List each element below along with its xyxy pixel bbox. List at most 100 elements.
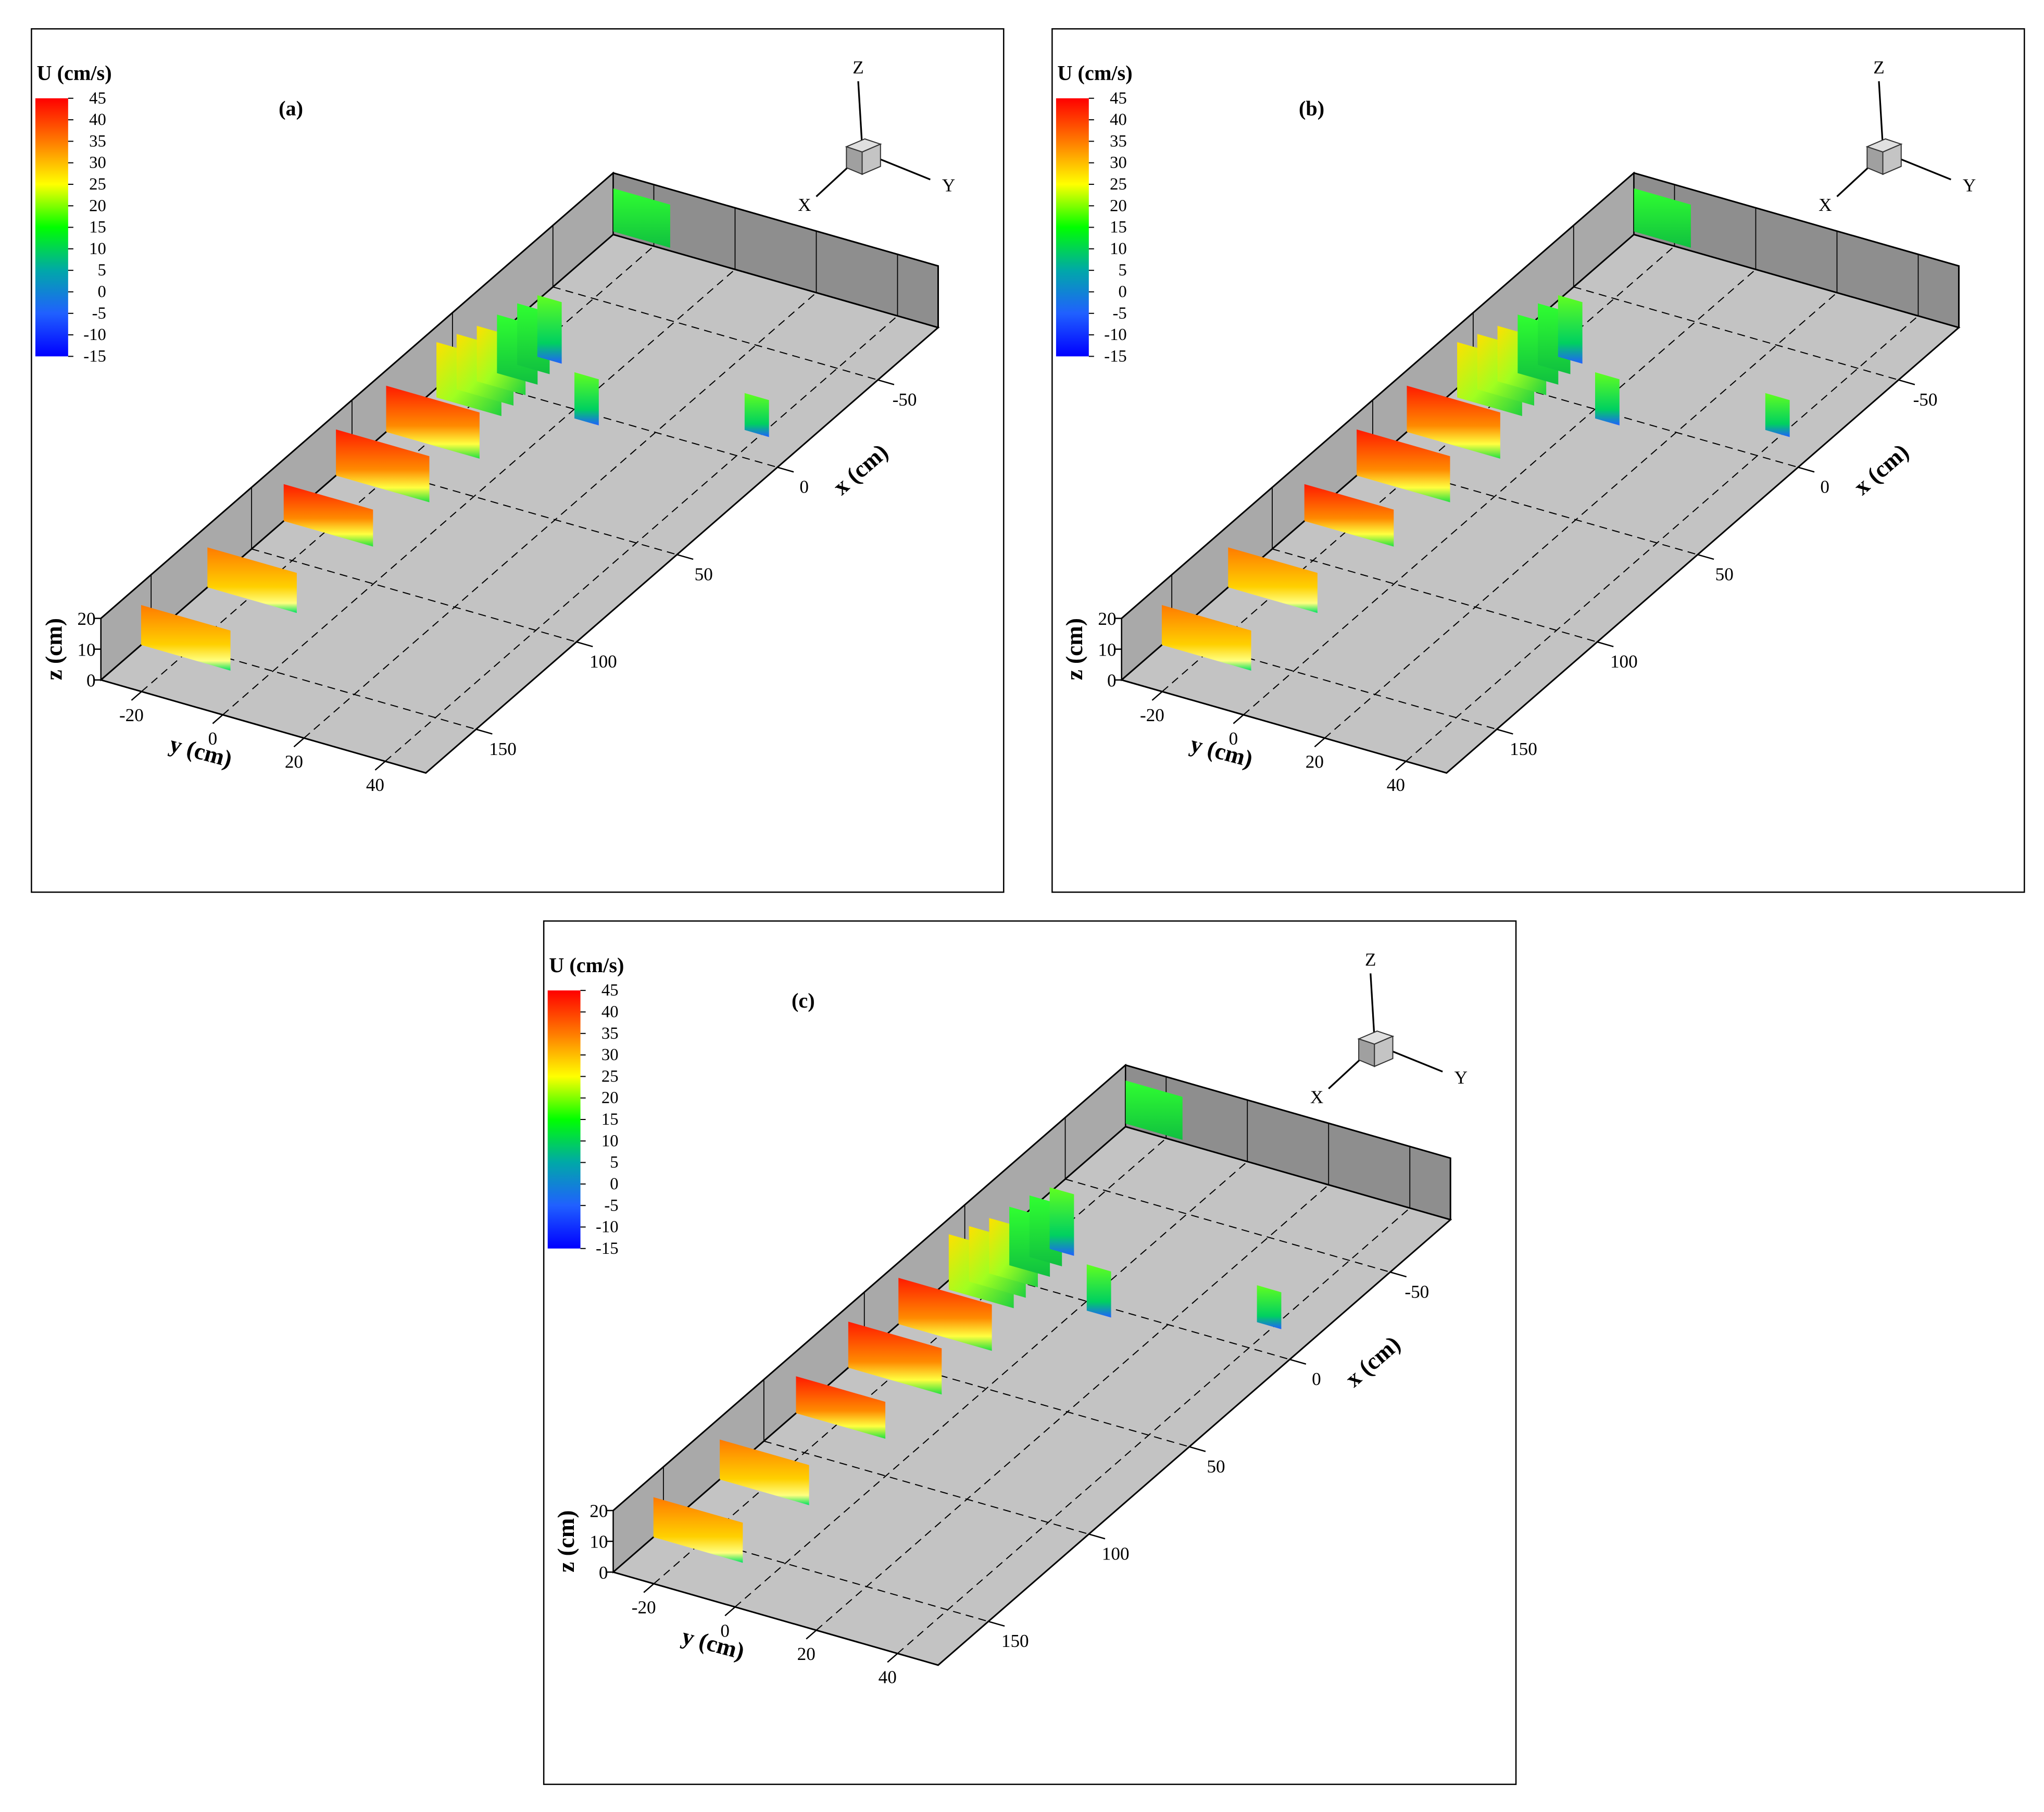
grid-line <box>553 286 879 381</box>
x-tick-label: 100 <box>1610 651 1638 672</box>
y-tick <box>887 1653 898 1663</box>
colorbar-tick-label: 25 <box>1110 175 1127 194</box>
triad-label: X <box>1819 195 1832 215</box>
grid-line <box>653 1138 1167 1584</box>
velocity-slice <box>744 393 769 437</box>
y-tick-label: -20 <box>632 1597 656 1618</box>
triad-cube <box>1882 143 1902 175</box>
y-tick-label: 40 <box>366 775 384 795</box>
colorbar-tick-label: 40 <box>1110 110 1127 129</box>
colorbar-tick-label: 10 <box>89 240 106 258</box>
velocity-slice <box>1357 429 1450 502</box>
velocity-slice <box>283 484 373 547</box>
x-tick <box>1088 1533 1106 1540</box>
x-tick <box>1697 553 1714 560</box>
z-axis-label: z (cm) <box>1061 618 1087 680</box>
velocity-slice <box>207 547 297 613</box>
x-tick <box>988 1620 1005 1627</box>
z-tick-label: 20 <box>77 609 95 629</box>
x-tick-label: -50 <box>893 389 917 410</box>
y-tick <box>212 714 223 724</box>
x-tick-label: 150 <box>1001 1631 1029 1651</box>
grid-line <box>304 292 817 739</box>
velocity-slice <box>613 188 670 248</box>
y-tick-label: 0 <box>1229 728 1238 749</box>
triad-label: Y <box>1454 1067 1468 1088</box>
colorbar-tick-label: -10 <box>83 325 106 344</box>
colorbar-tick-label: 35 <box>89 132 106 150</box>
colorbar-tick-label: 30 <box>601 1046 619 1064</box>
y-tick <box>1151 691 1163 701</box>
triad-axis <box>1328 1055 1365 1090</box>
z-tick-label: 0 <box>1107 670 1117 690</box>
velocity-slice <box>141 605 231 671</box>
colorbar-tick-label: 0 <box>610 1175 618 1193</box>
x-tick <box>1289 1358 1307 1365</box>
velocity-slice <box>1634 188 1691 248</box>
colorbar-tick-label: 40 <box>601 1003 619 1022</box>
y-tick-label: -20 <box>119 705 144 725</box>
velocity-slice <box>796 1376 886 1439</box>
x-tick-label: 0 <box>1820 477 1829 497</box>
y-tick-label: 20 <box>285 752 303 772</box>
x-tick <box>777 467 794 473</box>
z-tick-label: 20 <box>590 1501 608 1521</box>
colorbar-tick-label: 15 <box>89 218 106 237</box>
colorbar-tick-label: 35 <box>601 1024 619 1043</box>
grid-line <box>141 245 655 692</box>
z-tick-label: 0 <box>86 670 96 690</box>
z-tick-label: 0 <box>599 1563 608 1583</box>
colorbar-title: U (cm/s) <box>36 61 111 85</box>
triad-label: X <box>1310 1087 1323 1108</box>
velocity-slice <box>336 429 430 502</box>
velocity-slice <box>1049 1187 1074 1256</box>
z-axis-label: z (cm) <box>41 618 67 680</box>
velocity-slice <box>1407 385 1500 459</box>
colorbar-tick-label: 20 <box>601 1089 619 1108</box>
colorbar-title: U (cm/s) <box>549 953 624 977</box>
colorbar <box>35 98 68 357</box>
colorbar-tick-label: 0 <box>97 283 106 301</box>
x-tick-label: -50 <box>1913 389 1938 410</box>
triad-axis <box>1878 81 1884 147</box>
x-tick-label: 0 <box>1312 1369 1321 1389</box>
colorbar-tick-label: 10 <box>601 1131 619 1150</box>
triad-cube <box>1374 1035 1394 1067</box>
y-tick <box>1233 714 1244 724</box>
z-axis-label: z (cm) <box>553 1510 579 1572</box>
colorbar-tick-label: 15 <box>1110 218 1127 237</box>
velocity-slice <box>537 295 562 364</box>
grid-line <box>897 1207 1410 1654</box>
box-edge <box>612 1064 1451 1512</box>
box-edge <box>1121 172 1960 619</box>
x-tick <box>1189 1446 1206 1452</box>
x-tick-label: -50 <box>1405 1281 1429 1302</box>
grid-line <box>734 1161 1248 1608</box>
colorbar-tick-label: 20 <box>1110 196 1127 215</box>
colorbar-tick-label: 5 <box>97 261 106 280</box>
triad-axis <box>1387 1048 1443 1073</box>
panel-label: (a) <box>279 96 303 120</box>
colorbar-tick-label: 20 <box>89 196 106 215</box>
y-tick <box>643 1583 655 1593</box>
z-tick-label: 20 <box>1098 609 1116 629</box>
velocity-slice <box>1595 372 1620 425</box>
y-tick-label: 0 <box>208 728 218 749</box>
x-tick-label: 100 <box>1102 1543 1130 1564</box>
colorbar-tick-label: -5 <box>92 304 106 323</box>
velocity-slice <box>1304 484 1394 547</box>
box-edge <box>100 172 939 619</box>
grid-line <box>1324 292 1838 739</box>
colorbar-tick-label: 35 <box>1110 132 1127 150</box>
velocity-slice <box>1228 547 1318 613</box>
y-tick <box>724 1606 736 1616</box>
z-tick-label: 10 <box>1098 639 1116 660</box>
triad-axis <box>1370 973 1375 1039</box>
colorbar-title: U (cm/s) <box>1057 61 1132 85</box>
panel-label: (b) <box>1299 96 1324 120</box>
colorbar-tick-label: 30 <box>1110 154 1127 172</box>
